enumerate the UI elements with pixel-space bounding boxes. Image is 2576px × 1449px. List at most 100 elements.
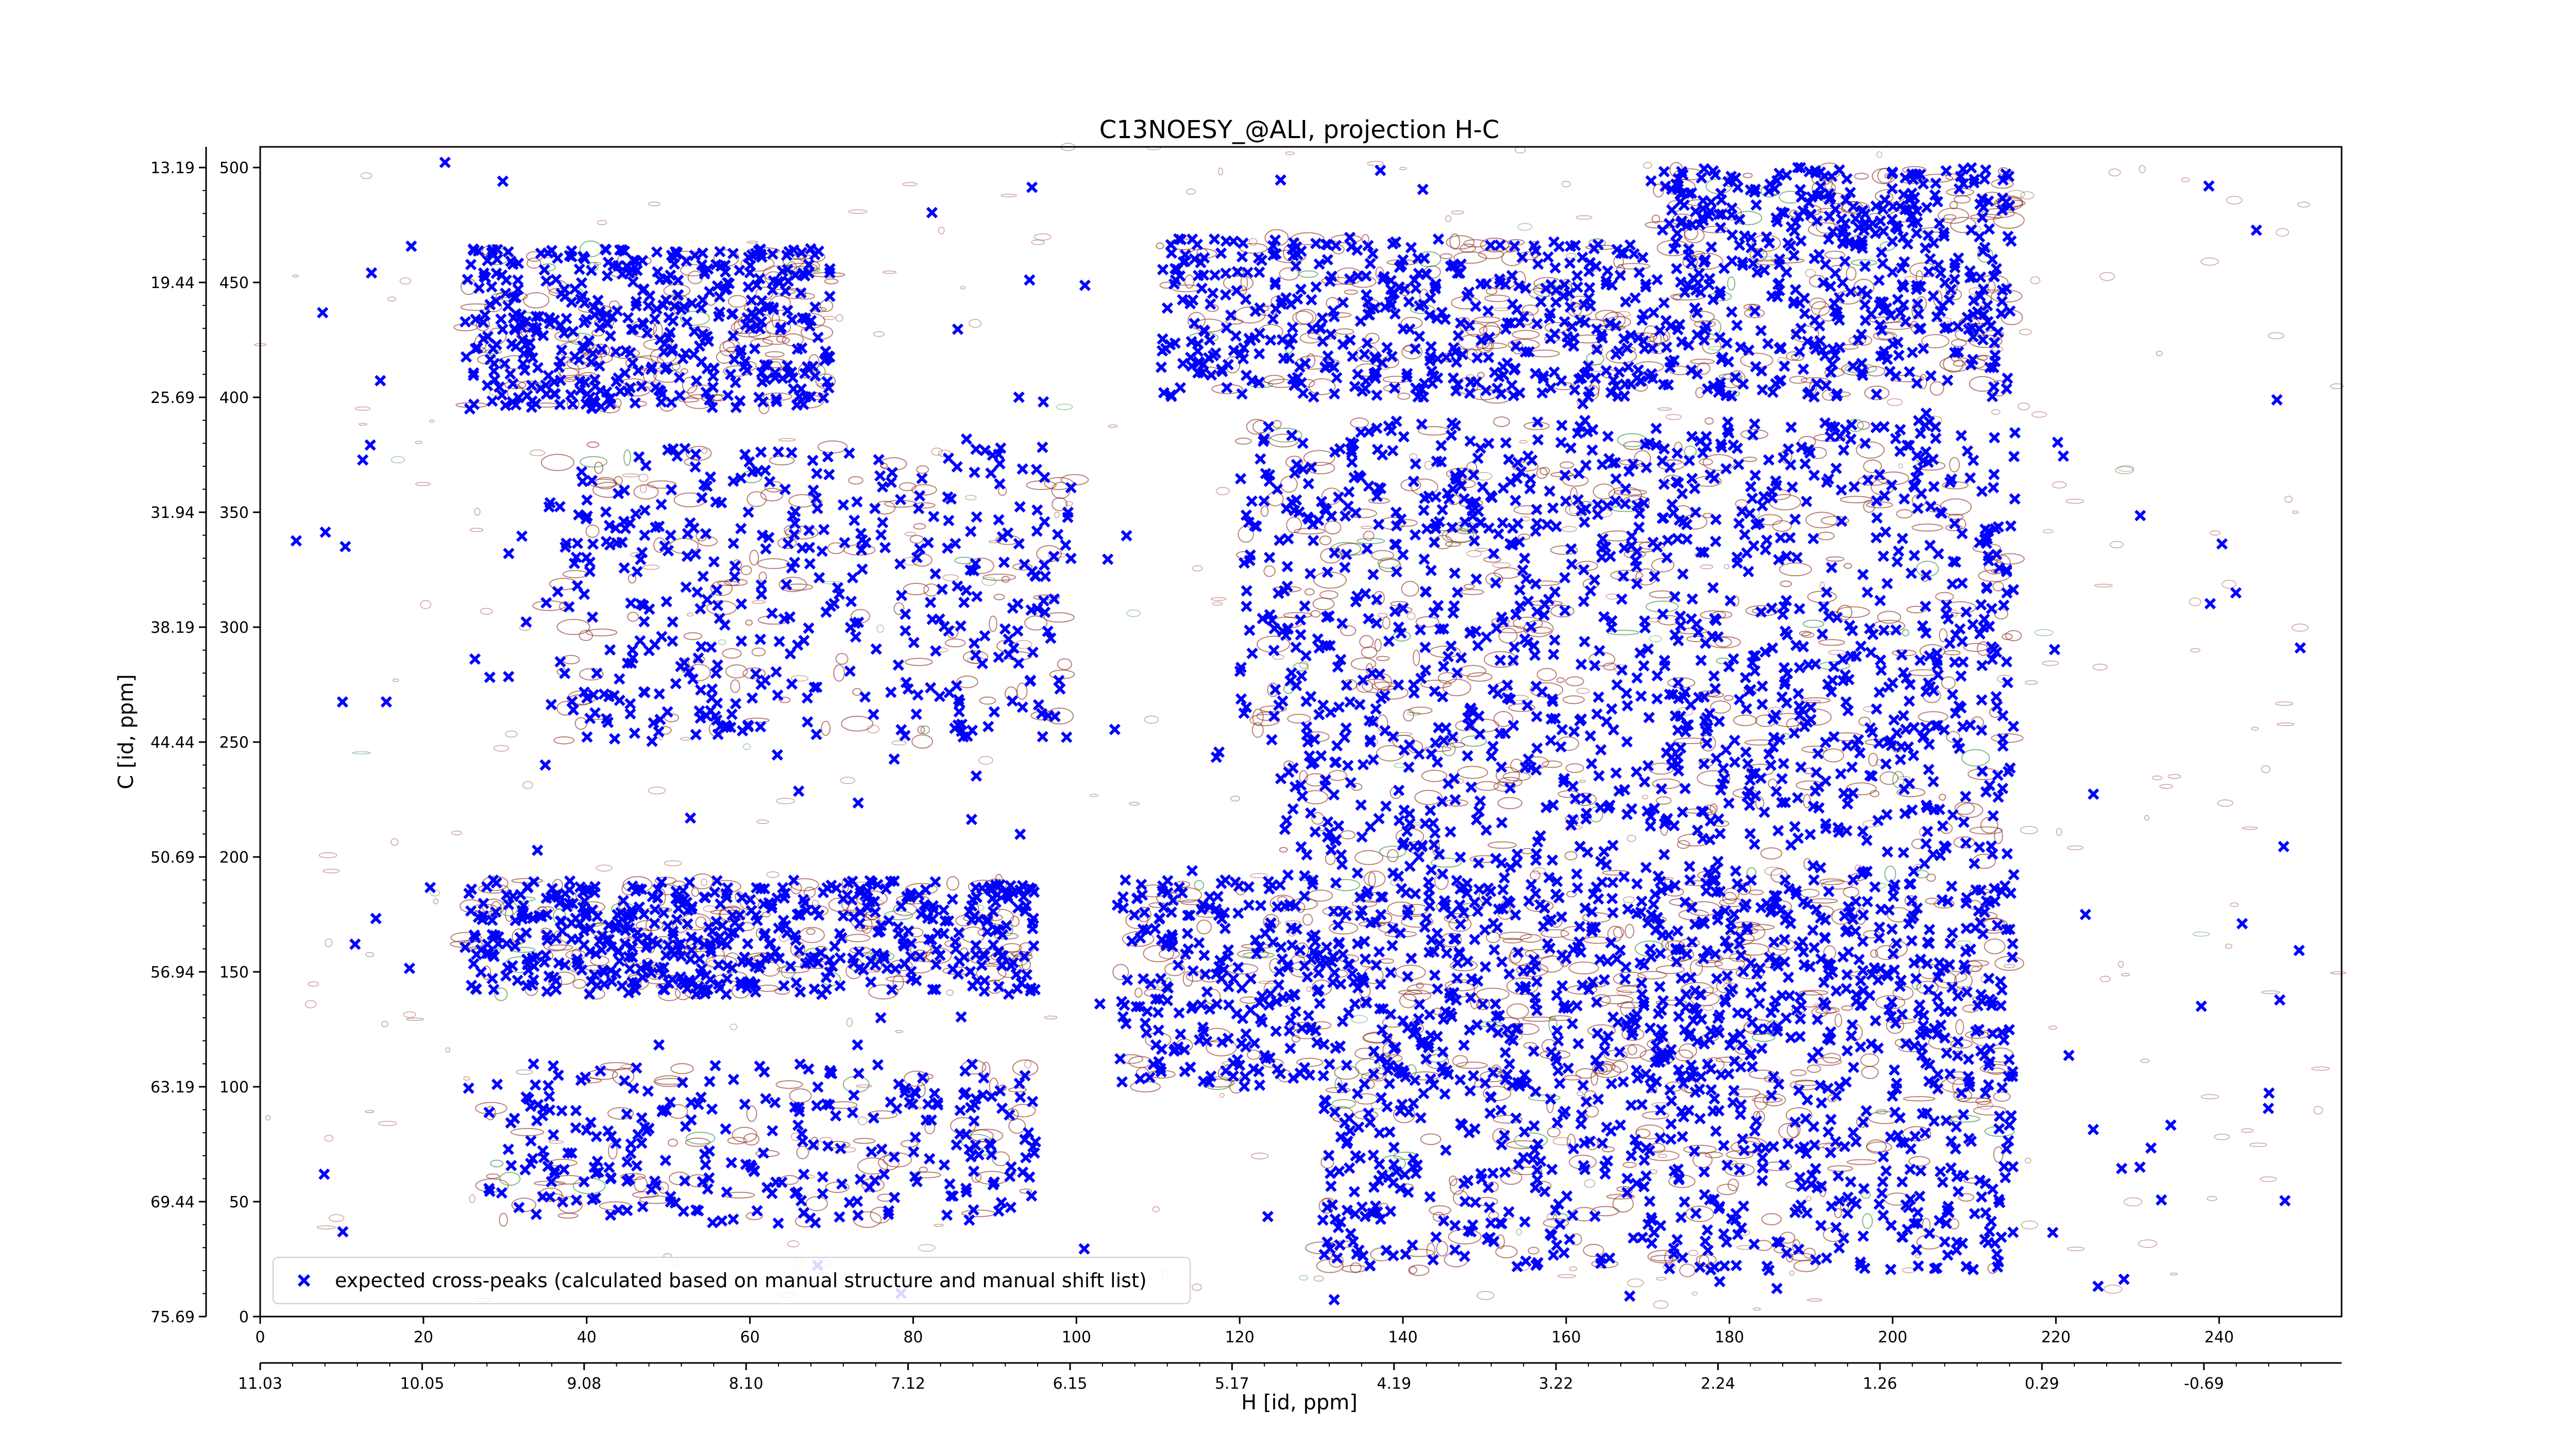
cross-peak-point: [1503, 1058, 1516, 1070]
contour-ring: [1112, 964, 1129, 981]
cross-peak-point: [970, 882, 982, 894]
cross-peak-point: [629, 397, 641, 409]
cross-peak-point: [617, 895, 629, 907]
contour-ring: [2330, 971, 2347, 975]
contour-ring: [1944, 650, 1961, 655]
contour-ring: [420, 600, 432, 609]
contour-ring: [1805, 268, 1816, 278]
contour-ring: [2297, 201, 2310, 208]
contour-ring: [778, 697, 791, 703]
contour-ring: [962, 914, 994, 923]
contour-ring: [1448, 1175, 1458, 1186]
cross-peak-point: [639, 504, 651, 516]
contour-ring: [1563, 695, 1585, 704]
cross-peak-point: [1038, 595, 1049, 607]
cross-peak-point: [690, 729, 702, 740]
cross-peak-point: [1003, 633, 1014, 645]
cross-peak-point: [881, 963, 893, 974]
contour-ring: [857, 1157, 888, 1175]
contour-ring: [1550, 545, 1578, 555]
cross-peak-point: [1396, 883, 1408, 895]
contour-ring: [2020, 191, 2035, 200]
contour-ring: [1350, 1262, 1362, 1273]
cross-peak-point: [581, 731, 593, 743]
contour-ring: [607, 1107, 634, 1120]
cross-peak-point: [942, 452, 955, 464]
cross-peak-point: [559, 667, 571, 679]
contour-ring: [1846, 1159, 1877, 1165]
cross-peak-point: [1471, 1019, 1483, 1031]
contour-ring: [1487, 841, 1517, 849]
cross-peak-point: [632, 926, 643, 939]
cross-peak-point: [734, 264, 745, 276]
contour-ring: [1421, 769, 1448, 782]
contour-ring: [895, 1030, 904, 1033]
contour-ring: [2159, 784, 2173, 789]
contour-ring: [923, 583, 940, 597]
cross-peak-point: [1243, 899, 1255, 911]
contour-ring: [918, 1244, 936, 1252]
cross-peak-point: [1116, 1076, 1128, 1088]
cross-peak-point: [1270, 1025, 1282, 1037]
cross-peak-point: [1283, 352, 1295, 364]
cross-peak-point: [512, 974, 523, 986]
contour-ring: [1484, 294, 1511, 302]
cross-peak-point: [808, 983, 820, 995]
cross-peak-point: [587, 538, 599, 550]
cross-peak-point: [1506, 298, 1519, 310]
contour-ring: [960, 285, 965, 290]
contour-ring: [1655, 999, 1687, 1006]
contour-ring: [391, 456, 405, 464]
cross-peak-point: [1482, 305, 1494, 317]
cross-peak-point: [1605, 1077, 1618, 1090]
contour-ring: [743, 743, 751, 750]
contour-ring: [2210, 530, 2221, 536]
contour-ring: [1361, 526, 1373, 529]
contour-ring: [2207, 1195, 2217, 1201]
contour-ring: [1550, 604, 1574, 618]
contour-ring: [490, 1159, 504, 1168]
contour-ring: [463, 1076, 470, 1081]
cross-peak-point: [728, 571, 741, 583]
contour-ring: [934, 1224, 944, 1227]
contour-ring: [848, 476, 863, 485]
contour-ring: [1806, 1196, 1812, 1201]
contour-ring: [1463, 239, 1487, 248]
contour-ring: [579, 630, 594, 641]
contour-ring: [1296, 1057, 1324, 1067]
contour-ring: [2249, 1142, 2267, 1148]
contour-ring: [1863, 930, 1880, 939]
contour-ring: [1710, 700, 1732, 714]
contour-ring: [1887, 398, 1903, 406]
cross-peak-point: [781, 927, 793, 939]
contour-ring: [540, 453, 574, 471]
cross-peak-point: [706, 692, 718, 704]
contour-ring: [1863, 459, 1882, 474]
contour-ring: [1780, 580, 1792, 587]
cross-peak-point: [1294, 945, 1306, 956]
cross-peak-point: [627, 276, 639, 288]
contour-ring: [1286, 516, 1302, 533]
cross-peak-point: [1368, 1045, 1380, 1057]
contour-ring: [1866, 366, 1886, 377]
contour-ring: [2043, 529, 2054, 533]
contour-ring: [1793, 1260, 1819, 1272]
contour-ring: [1251, 722, 1264, 738]
cross-peak-point: [561, 313, 572, 325]
contour-ring: [634, 1176, 648, 1192]
contour-ring: [1717, 1184, 1738, 1195]
cross-peak-point: [802, 716, 814, 728]
cross-peak-point: [1996, 984, 2008, 996]
contour-ring: [1857, 420, 1870, 430]
contour-ring: [765, 319, 791, 335]
contour-ring: [1801, 746, 1828, 753]
cross-peak-point: [1314, 998, 1326, 1009]
contour-ring: [1496, 1234, 1505, 1250]
cross-peak-point: [1410, 282, 1422, 294]
cross-peak-point: [971, 511, 982, 523]
cross-peak-point: [1850, 925, 1861, 937]
cross-peak-point: [869, 906, 882, 918]
cross-peak-point: [1467, 1070, 1480, 1082]
contour-ring: [962, 650, 989, 664]
contour-ring: [359, 423, 367, 426]
